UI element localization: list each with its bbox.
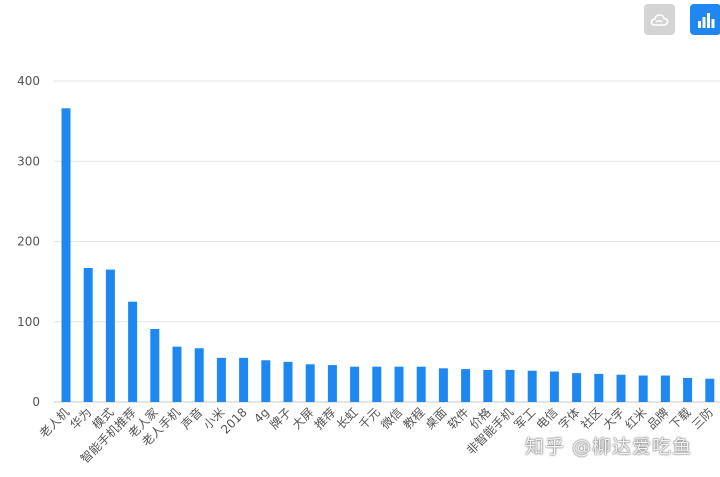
y-tick-label: 400 — [17, 74, 40, 88]
cloud-icon — [650, 13, 669, 26]
x-tick-label: 红米 — [622, 405, 650, 433]
bar[interactable] — [683, 377, 693, 402]
x-tick-label: 大字 — [600, 405, 628, 433]
bar[interactable] — [150, 328, 160, 402]
x-tick-label: 软件 — [445, 405, 472, 432]
bar[interactable] — [594, 373, 604, 402]
watermark: 知乎 @柳达爱吃鱼 — [525, 436, 693, 458]
bar[interactable] — [616, 374, 626, 402]
bar[interactable] — [305, 364, 315, 402]
bar[interactable] — [372, 366, 382, 402]
bar[interactable] — [438, 368, 448, 402]
y-tick-label: 200 — [17, 235, 40, 249]
bar[interactable] — [105, 269, 115, 402]
x-tick-label: 品牌 — [645, 405, 672, 432]
bar[interactable] — [394, 366, 404, 402]
bar[interactable] — [549, 371, 559, 402]
bar[interactable] — [239, 357, 249, 402]
x-tick-label: 桌面 — [423, 405, 450, 432]
x-tick-label: 社区 — [577, 405, 605, 433]
bar[interactable] — [283, 361, 293, 402]
bar[interactable] — [216, 357, 226, 402]
x-tick-label: 2018 — [218, 405, 249, 436]
x-tick-label: 华为 — [67, 405, 94, 432]
x-tick-label: 电信 — [534, 405, 561, 432]
bar[interactable] — [416, 366, 426, 402]
bar[interactable] — [194, 348, 204, 402]
bar[interactable] — [83, 267, 93, 402]
x-tick-label: 微信 — [378, 405, 405, 432]
x-tick-label: 大屏 — [289, 405, 316, 432]
x-tick-label: 军工 — [511, 405, 538, 432]
x-tick-label: 字体 — [555, 405, 583, 433]
bar[interactable] — [172, 346, 182, 402]
bar[interactable] — [705, 378, 715, 402]
x-tick-label: 声音 — [178, 405, 206, 433]
bar[interactable] — [660, 375, 670, 402]
bar[interactable] — [638, 375, 648, 402]
bar-chart-icon — [697, 12, 714, 28]
y-tick-label: 300 — [17, 154, 40, 168]
bar[interactable] — [128, 301, 138, 402]
x-tick-label: 推荐 — [312, 405, 339, 432]
bar[interactable] — [505, 369, 515, 402]
y-tick-label: 0 — [32, 395, 40, 409]
bar[interactable] — [527, 370, 537, 402]
bar[interactable] — [327, 365, 337, 402]
bar[interactable] — [350, 366, 360, 402]
x-tick-label: 教程 — [400, 405, 428, 433]
bar-chart-button[interactable] — [690, 4, 720, 35]
bar[interactable] — [61, 108, 71, 402]
bar[interactable] — [572, 373, 582, 402]
bar[interactable] — [261, 360, 271, 402]
bar[interactable] — [461, 369, 471, 402]
x-tick-label: 下载 — [667, 405, 694, 432]
word-cloud-button[interactable] — [644, 4, 675, 35]
x-tick-label: 三防 — [688, 405, 716, 433]
x-tick-label: 千元 — [356, 405, 383, 432]
x-tick-label: 长虹 — [334, 405, 361, 432]
y-tick-label: 100 — [17, 315, 40, 329]
bar[interactable] — [483, 369, 493, 402]
x-tick-label: 牌子 — [267, 405, 294, 432]
